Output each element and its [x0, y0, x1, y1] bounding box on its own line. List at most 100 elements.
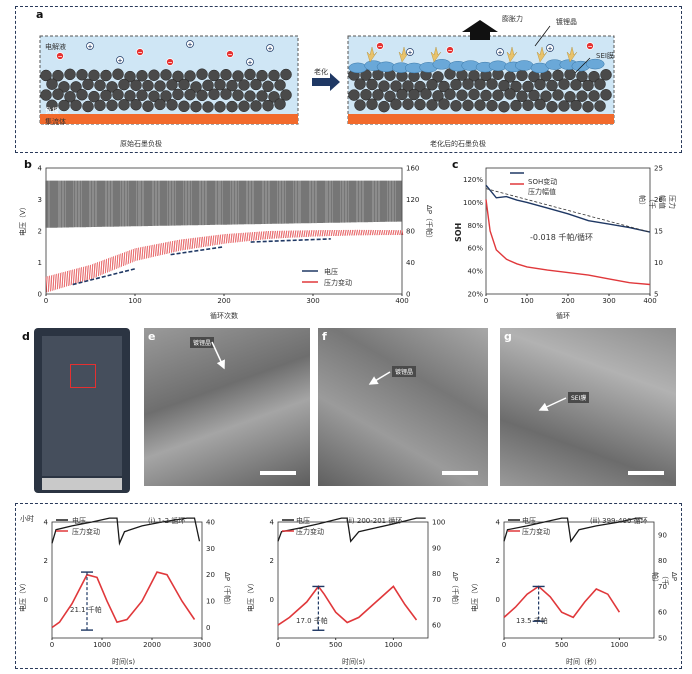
chart-h1-y2tick: 40: [206, 519, 215, 527]
caption-original-anode: 原始石墨负极: [120, 140, 162, 148]
graphite-particle: [600, 69, 612, 81]
graphite-particle: [486, 78, 498, 90]
chart-c-pressure-series: [485, 199, 651, 286]
panel-a-frame: [15, 6, 682, 153]
graphite-particle: [64, 91, 76, 103]
graphite-particle: [450, 100, 462, 112]
chart-b-xlabel: 循环次数: [210, 312, 238, 320]
chart-h2-y2tick: 70: [432, 596, 441, 604]
graphite-particle: [220, 68, 232, 81]
graphite-particle: [166, 99, 178, 111]
graphite-particle: [420, 88, 432, 100]
h1-legend-voltage: 电压: [72, 517, 86, 525]
ion-sign: −: [447, 47, 452, 54]
graphite-particle: [432, 71, 444, 83]
chart-c-y2tick: 5: [654, 291, 658, 299]
chart-c-ytick: 100%: [463, 199, 483, 207]
graphite-particle: [372, 89, 384, 101]
graphite-particle: [504, 88, 516, 100]
chart-h2-pressure-series: [277, 585, 418, 626]
chart-b-trend-arrow: [250, 238, 331, 243]
h1-annotation: 21.1 千帕: [70, 606, 102, 614]
chart-c-trend-line: [485, 188, 651, 233]
graphite-particle: [552, 89, 564, 101]
anion-icon: [376, 42, 384, 50]
anion-icon: [226, 50, 234, 58]
graphite-particle: [232, 89, 244, 101]
collector-label: 集流体: [45, 118, 66, 126]
chart-c-legend-soh: SOH变动: [528, 178, 558, 186]
graphite-particle: [184, 70, 196, 82]
ion-sign: −: [57, 53, 62, 60]
graphite-particle: [558, 78, 570, 90]
sei-label: SEI膜: [596, 52, 614, 60]
graphite-particle: [588, 70, 600, 83]
graphite-particle: [384, 90, 396, 103]
h1-legend-pressure: 压力变动: [72, 528, 100, 536]
ion-sign: −: [227, 51, 232, 58]
graphite-particle: [130, 98, 142, 111]
graphite-particle: [106, 99, 118, 112]
chart-b-ytick: 3: [38, 196, 42, 204]
h1-ylabel: 电压（V）: [19, 579, 27, 612]
graphite-particle: [70, 99, 82, 112]
graphite-particle: [100, 89, 112, 102]
graphite-particle: [354, 78, 366, 90]
panel-a-label: a: [36, 8, 44, 21]
chart-c-y2label: 压力幅值（千帕）: [638, 195, 676, 209]
graphite-particle: [220, 88, 232, 100]
graphite-particle: [390, 98, 402, 110]
graphite-particle: [348, 89, 360, 101]
graphite-particle: [274, 98, 286, 110]
graphite-particle: [280, 68, 292, 81]
graphite-particle: [438, 80, 450, 93]
chart-b-ylabel: 电压（V）: [19, 203, 27, 236]
chart-b-pressure-series: [45, 229, 404, 293]
graphite-particle: [516, 69, 528, 82]
chart-b-y2label: ΔP（千帕）: [425, 205, 433, 243]
chart-c-annotation: -0.018 千帕/循环: [530, 233, 594, 242]
graphite-particle: [250, 100, 262, 112]
pouch-cell-photo: [34, 328, 130, 493]
chart-h2: 0 500 1000 0 2 4 60 70 80 90 100: [270, 517, 445, 649]
graphite-particle: [486, 99, 498, 112]
chart-c-ylabel: SOH: [454, 222, 463, 242]
graphite-particle: [52, 88, 64, 100]
graphite-particle: [438, 98, 450, 110]
chart-b-xtick: 200: [217, 297, 230, 305]
chart-b-y2tick: 80: [406, 228, 415, 236]
graphite-particle: [426, 99, 438, 111]
graphite-particle: [354, 99, 366, 111]
graphite-particle: [160, 90, 172, 102]
chart-b-y2tick: 0: [406, 291, 410, 299]
panel-h-unit: 小时: [20, 515, 34, 523]
graphite-particle: [94, 79, 106, 92]
panel-e-label: e: [148, 330, 156, 343]
h3-ylabel: 电压（V）: [471, 579, 479, 612]
chart-b-xtick: 0: [44, 297, 48, 305]
sem-e-tag: 镀锂晶: [190, 337, 215, 348]
chart-h1-ytick: 2: [44, 557, 48, 565]
graphite-particle: [112, 88, 124, 101]
graphite-particle: [124, 70, 136, 83]
cation-icon: [266, 44, 274, 52]
panel-h-frame: [15, 503, 682, 669]
chart-b-xtick: 100: [128, 297, 141, 305]
graphite-particle: [172, 70, 184, 83]
graphite-particle: [462, 78, 474, 90]
graphite-particle: [238, 100, 250, 112]
graphite-particle: [498, 100, 510, 113]
graphite-particle: [46, 78, 58, 90]
graphite-particle: [130, 79, 142, 92]
chart-c-ytick: 60%: [467, 245, 483, 253]
ion-sign: −: [587, 43, 592, 50]
chart-h2-ytick: 2: [270, 557, 274, 565]
cation-icon: [546, 44, 554, 52]
graphite-particle: [196, 89, 208, 102]
chart-h3-xtick: 1000: [610, 641, 628, 649]
chart-c-ytick: 120%: [463, 176, 483, 184]
graphite-particle: [82, 78, 94, 91]
graphite-particle: [232, 70, 244, 82]
graphite-particle: [540, 90, 552, 102]
